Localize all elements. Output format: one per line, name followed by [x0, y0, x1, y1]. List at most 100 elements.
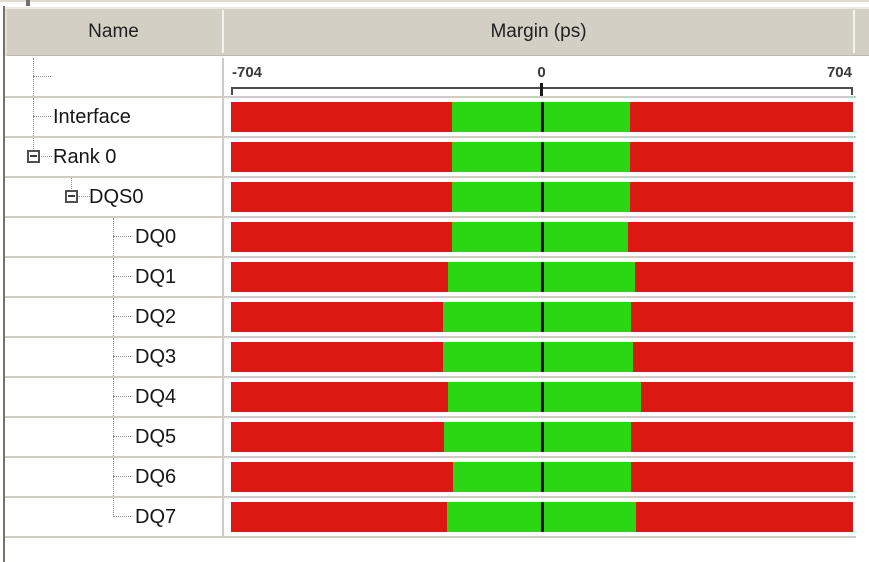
tree-vertical-line	[33, 138, 34, 149]
tree-cell-dq4[interactable]: DQ4	[5, 378, 224, 416]
margin-bar-cell	[224, 458, 856, 496]
tree-label-dq2[interactable]: DQ2	[135, 306, 177, 328]
margin-green-segment	[447, 382, 641, 412]
tree-branch-line	[79, 196, 90, 197]
tree-vertical-line	[113, 418, 114, 456]
tree-cell-dq2[interactable]: DQ2	[5, 298, 224, 336]
margin-row-dq0: DQ0	[5, 218, 856, 258]
tree-vertical-line	[113, 258, 114, 296]
tree-cell-dq6[interactable]: DQ6	[5, 458, 224, 496]
zero-marker	[540, 102, 544, 132]
margin-bar-dq4	[231, 382, 853, 412]
margin-bar-rank-0	[231, 142, 853, 172]
axis-min-label: -704	[232, 64, 263, 81]
table-header: Name Margin (ps)	[5, 7, 869, 56]
tree-cell-dq3[interactable]: DQ3	[5, 338, 224, 376]
pane-left-border	[3, 6, 5, 562]
axis-zero-tick	[540, 83, 543, 96]
tree-label-dq4[interactable]: DQ4	[135, 386, 177, 408]
margin-bar-dq6	[231, 462, 853, 492]
margin-row-dq5: DQ5	[5, 418, 856, 458]
margin-green-segment	[443, 302, 631, 332]
pane-divider-tick	[26, 0, 30, 6]
collapse-expander-icon[interactable]	[27, 150, 40, 163]
tree-vertical-line	[33, 98, 34, 136]
tree-cell-dq0[interactable]: DQ0	[5, 218, 224, 256]
tree-label-dq0[interactable]: DQ0	[135, 226, 177, 248]
zero-marker	[540, 182, 544, 212]
minus-glyph	[68, 195, 75, 197]
tree-cell-interface[interactable]: Interface	[5, 98, 224, 136]
tree-cell-rank-0[interactable]: Rank 0	[5, 138, 224, 176]
tree-vertical-line	[113, 338, 114, 376]
column-header-margin[interactable]: Margin (ps)	[490, 20, 587, 42]
margin-green-segment	[443, 422, 631, 452]
margin-row-rank-0: Rank 0	[5, 138, 856, 178]
table-body: -704 0 704 Interface Rank 0 DQS0 DQ0 DQ1 DQ2 D…	[5, 58, 856, 538]
axis-zero-label: 0	[537, 64, 546, 81]
margin-bar-cell	[224, 98, 856, 136]
margin-bar-cell	[224, 258, 856, 296]
axis-max-label: 704	[826, 64, 852, 81]
zero-marker	[540, 502, 544, 532]
zero-marker	[540, 342, 544, 372]
tree-label-rank-0[interactable]: Rank 0	[53, 146, 117, 168]
margin-green-segment	[443, 342, 633, 372]
margin-row-dq4: DQ4	[5, 378, 856, 418]
zero-marker	[540, 142, 544, 172]
tree-vertical-line	[113, 298, 114, 336]
margin-bar-cell	[224, 298, 856, 336]
tree-cell-dq5[interactable]: DQ5	[5, 418, 224, 456]
tree-label-dq3[interactable]: DQ3	[135, 346, 177, 368]
pane-top-edge	[0, 0, 869, 2]
zero-marker	[540, 262, 544, 292]
margin-bar-dq7	[231, 502, 853, 532]
collapse-expander-icon[interactable]	[65, 190, 78, 203]
margin-bar-dq3	[231, 342, 853, 372]
tree-branch-line	[113, 236, 131, 237]
margin-bar-dq0	[231, 222, 853, 252]
zero-marker	[540, 422, 544, 452]
zero-marker	[540, 222, 544, 252]
axis-cell: -704 0 704	[224, 58, 856, 96]
margin-bar-dq2	[231, 302, 853, 332]
tree-cell-dq1[interactable]: DQ1	[5, 258, 224, 296]
tree-branch-line	[113, 276, 131, 277]
tree-vertical-line	[71, 178, 72, 189]
tree-branch-line	[113, 436, 131, 437]
tree-branch-line	[113, 476, 131, 477]
margin-bar-dqs0	[231, 182, 853, 212]
tree-branch-line	[113, 396, 131, 397]
tree-label-interface[interactable]: Interface	[53, 106, 131, 128]
tree-branch-line	[33, 116, 51, 117]
tree-label-dq6[interactable]: DQ6	[135, 466, 177, 488]
axis-left-cap	[231, 87, 233, 95]
column-header-name[interactable]: Name	[88, 20, 139, 42]
margin-bar-cell	[224, 338, 856, 376]
tree-branch-line	[41, 156, 52, 157]
margin-bar-interface	[231, 102, 853, 132]
column-divider[interactable]	[222, 10, 224, 53]
tree-label-dqs0[interactable]: DQS0	[89, 186, 144, 208]
tree-vertical-line	[113, 458, 114, 496]
minus-glyph	[30, 155, 37, 157]
margin-bar-cell	[224, 218, 856, 256]
tree-cell-dq7[interactable]: DQ7	[5, 498, 224, 536]
tree-label-dq7[interactable]: DQ7	[135, 506, 177, 528]
margin-bar-cell	[224, 138, 856, 176]
zero-marker	[540, 462, 544, 492]
margin-bar-cell	[224, 418, 856, 456]
margin-bar-dq1	[231, 262, 853, 292]
margin-bar-cell	[224, 178, 856, 216]
margin-bar-cell	[224, 378, 856, 416]
tree-label-dq5[interactable]: DQ5	[135, 426, 177, 448]
margin-row-dq1: DQ1	[5, 258, 856, 298]
margin-bar-dq5	[231, 422, 853, 452]
tree-label-dq1[interactable]: DQ1	[135, 266, 177, 288]
axis-row: -704 0 704	[5, 58, 856, 98]
margin-row-dq6: DQ6	[5, 458, 856, 498]
tree-branch-line	[113, 516, 131, 517]
tree-cell-dqs0[interactable]: DQS0	[5, 178, 224, 216]
margin-bar-cell	[224, 498, 856, 536]
tree-branch-line	[33, 76, 51, 77]
